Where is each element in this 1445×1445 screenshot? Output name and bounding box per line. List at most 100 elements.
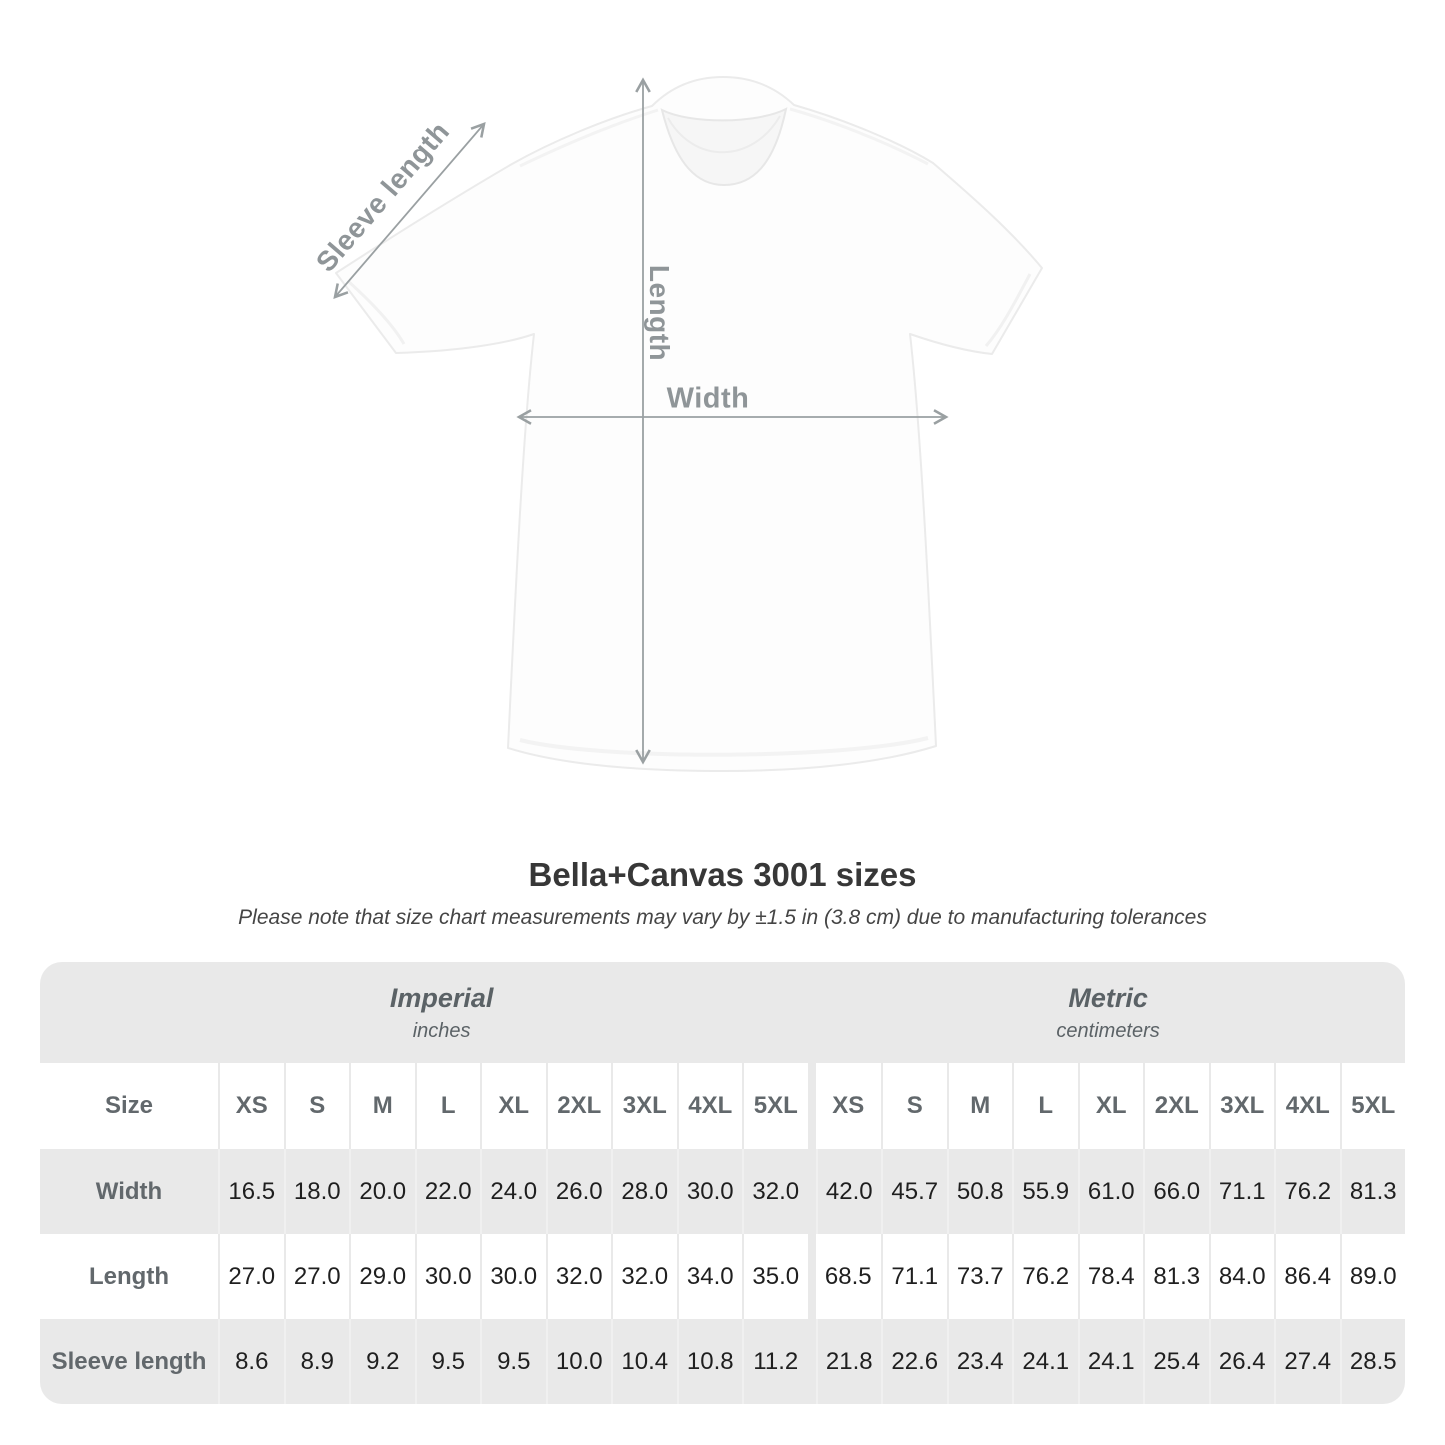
table-cell: 89.0 bbox=[1339, 1234, 1405, 1319]
table-cell: 29.0 bbox=[349, 1234, 415, 1319]
table-cell: 76.2 bbox=[1012, 1234, 1078, 1319]
table-cell: 68.5 bbox=[815, 1234, 881, 1319]
table-cell: 9.5 bbox=[414, 1319, 481, 1404]
hem-shading bbox=[519, 736, 929, 757]
table-cell: 42.0 bbox=[815, 1149, 882, 1234]
right-sleeve-seam bbox=[984, 273, 1032, 347]
row-label: Sleeve length bbox=[51, 1347, 207, 1375]
table-cell: 30.0 bbox=[676, 1149, 743, 1234]
sleeve-length-arrow bbox=[333, 122, 486, 299]
table-cell: 23.4 bbox=[946, 1319, 1013, 1404]
size-header-imperial: S bbox=[283, 1063, 349, 1149]
table-cell: 20.0 bbox=[349, 1149, 415, 1234]
group-divider bbox=[808, 1234, 816, 1319]
table-cell: 30.0 bbox=[414, 1234, 480, 1319]
size-header-imperial: L bbox=[414, 1063, 480, 1149]
table-cell: 24.1 bbox=[1077, 1319, 1144, 1404]
table-cell: 30.0 bbox=[480, 1234, 546, 1319]
size-header-imperial: 2XL bbox=[545, 1063, 611, 1149]
table-cell: 22.0 bbox=[414, 1149, 481, 1234]
size-header-imperial: XS bbox=[218, 1063, 284, 1149]
table-cell: 21.8 bbox=[815, 1319, 882, 1404]
table-cell: 28.0 bbox=[611, 1149, 677, 1234]
table-cell: 32.0 bbox=[545, 1234, 611, 1319]
imperial-group-title: Imperial bbox=[389, 982, 494, 1013]
table-cell: 16.5 bbox=[218, 1149, 284, 1234]
table-cell: 81.3 bbox=[1143, 1234, 1209, 1319]
row-label: Length bbox=[40, 1234, 218, 1319]
tshirt-graphic bbox=[333, 76, 1043, 772]
metric-group-title: Metric bbox=[1068, 982, 1148, 1013]
size-header-metric: XL bbox=[1077, 1063, 1143, 1149]
size-header-metric: L bbox=[1012, 1063, 1078, 1149]
size-header-metric: 4XL bbox=[1274, 1063, 1340, 1149]
table-cell: 81.3 bbox=[1339, 1149, 1406, 1234]
collar-band-seam bbox=[667, 115, 781, 154]
table-cell: 18.0 bbox=[283, 1149, 350, 1234]
table-cell: 10.8 bbox=[676, 1319, 743, 1404]
table-cell: 32.0 bbox=[611, 1234, 677, 1319]
table-cell: 76.2 bbox=[1274, 1149, 1340, 1234]
group-divider bbox=[808, 1149, 816, 1234]
page-title: Bella+Canvas 3001 sizes bbox=[528, 856, 917, 893]
table-cell: 9.5 bbox=[480, 1319, 546, 1404]
tshirt-measurement-diagram: Sleeve length Length Width bbox=[310, 76, 1043, 772]
size-column-header: Size bbox=[40, 1063, 218, 1149]
size-header-imperial: 3XL bbox=[611, 1063, 677, 1149]
table-cell: 26.0 bbox=[545, 1149, 612, 1234]
size-header-metric: 5XL bbox=[1339, 1063, 1405, 1149]
group-divider bbox=[808, 1319, 816, 1404]
metric-group-header: Metric centimeters bbox=[811, 962, 1405, 1063]
table-cell: 25.4 bbox=[1143, 1319, 1209, 1404]
size-header-metric: M bbox=[946, 1063, 1012, 1149]
table-cell: 24.1 bbox=[1012, 1319, 1078, 1404]
size-header-metric: XS bbox=[815, 1063, 881, 1149]
imperial-group-unit: inches bbox=[412, 1019, 471, 1042]
size-table: Imperial inches Metric centimeters Size … bbox=[40, 962, 1405, 1404]
right-shoulder-seam bbox=[789, 107, 929, 166]
sleeve-length-row: Sleeve length 8.6 8.9 9.2 9.5 9.5 10.0 1… bbox=[40, 1319, 1405, 1404]
table-cell: 35.0 bbox=[742, 1234, 808, 1319]
table-cell: 32.0 bbox=[742, 1149, 808, 1234]
unit-group-header: Imperial inches Metric centimeters bbox=[40, 962, 1405, 1063]
table-cell: 8.6 bbox=[218, 1319, 284, 1404]
table-cell: 55.9 bbox=[1012, 1149, 1078, 1234]
table-cell: 71.1 bbox=[881, 1234, 947, 1319]
table-cell: 86.4 bbox=[1274, 1234, 1340, 1319]
table-cell: 11.2 bbox=[742, 1319, 808, 1404]
size-header-imperial: 5XL bbox=[742, 1063, 808, 1149]
width-row: Width 16.5 18.0 20.0 22.0 24.0 26.0 28.0… bbox=[40, 1149, 1405, 1234]
table-cell: 45.7 bbox=[881, 1149, 947, 1234]
width-label: Width bbox=[666, 382, 750, 415]
table-cell: 73.7 bbox=[946, 1234, 1012, 1319]
table-cell: 26.4 bbox=[1208, 1319, 1275, 1404]
table-cell: 27.0 bbox=[283, 1234, 349, 1319]
table-cell: 61.0 bbox=[1077, 1149, 1144, 1234]
table-cell: 50.8 bbox=[946, 1149, 1013, 1234]
group-divider bbox=[808, 1063, 816, 1149]
table-cell: 22.6 bbox=[881, 1319, 947, 1404]
collar-opening bbox=[660, 107, 788, 187]
table-cell: 27.0 bbox=[218, 1234, 284, 1319]
table-cell: 10.4 bbox=[611, 1319, 677, 1404]
row-label: Width bbox=[95, 1177, 163, 1205]
table-cell: 24.0 bbox=[480, 1149, 546, 1234]
length-row: Length 27.0 27.0 29.0 30.0 30.0 32.0 32.… bbox=[40, 1234, 1405, 1319]
tolerance-note: Please note that size chart measurements… bbox=[238, 906, 1207, 929]
table-cell: 34.0 bbox=[676, 1234, 742, 1319]
size-header-metric: S bbox=[881, 1063, 947, 1149]
table-cell: 8.9 bbox=[283, 1319, 350, 1404]
size-header-metric: 3XL bbox=[1208, 1063, 1274, 1149]
length-label: Length bbox=[644, 264, 675, 362]
size-header-metric: 2XL bbox=[1143, 1063, 1209, 1149]
table-cell: 10.0 bbox=[545, 1319, 612, 1404]
table-cell: 84.0 bbox=[1208, 1234, 1274, 1319]
metric-group-unit: centimeters bbox=[1056, 1019, 1160, 1042]
table-cell: 9.2 bbox=[349, 1319, 415, 1404]
imperial-group-header: Imperial inches bbox=[40, 962, 811, 1063]
size-header-imperial: 4XL bbox=[676, 1063, 742, 1149]
table-cell: 66.0 bbox=[1143, 1149, 1209, 1234]
table-cell: 78.4 bbox=[1077, 1234, 1143, 1319]
table-cell: 71.1 bbox=[1208, 1149, 1275, 1234]
